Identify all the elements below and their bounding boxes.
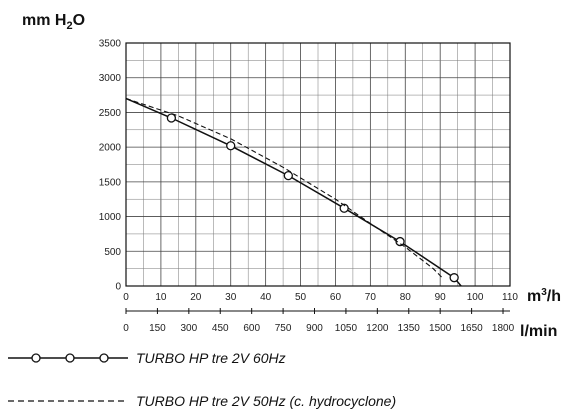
x-axis-unit-secondary: l/min (520, 323, 557, 340)
x-secondary-tick-label: 300 (180, 323, 197, 334)
x-secondary-tick-label: 900 (306, 323, 323, 334)
x-tick-label: 60 (330, 292, 342, 303)
series-marker-60hz (449, 273, 459, 283)
x-secondary-tick-label: 1650 (460, 323, 483, 334)
x-tick-label: 0 (123, 292, 129, 303)
x-secondary-tick-label: 1050 (335, 323, 358, 334)
y-tick-label: 1000 (99, 212, 122, 223)
x-tick-label: 100 (467, 292, 484, 303)
x-tick-label: 20 (190, 292, 202, 303)
y-tick-label: 2000 (99, 143, 122, 154)
x-secondary-tick-label: 1350 (398, 323, 421, 334)
x-tick-label: 10 (155, 292, 167, 303)
x-secondary-tick-label: 1500 (429, 323, 452, 334)
x-secondary-tick-label: 450 (212, 323, 229, 334)
x-tick-label: 80 (400, 292, 412, 303)
y-tick-label: 3000 (99, 73, 122, 84)
legend-label-60hz: TURBO HP tre 2V 60Hz (136, 350, 286, 366)
legend-marker-60hz (99, 353, 109, 363)
grid (125, 42, 511, 287)
y-axis-label: mm H2O (22, 12, 85, 32)
x-secondary-tick-label: 1800 (492, 323, 515, 334)
y-tick-label: 1500 (99, 177, 122, 188)
legend-marker-60hz (31, 353, 41, 363)
x-secondary-tick-label: 750 (275, 323, 292, 334)
legend: TURBO HP tre 2V 60Hz TURBO HP tre 2V 50Hz… (8, 350, 396, 409)
secondary-x-axis (125, 308, 510, 314)
x-tick-label: 90 (435, 292, 447, 303)
x-tick-label: 50 (295, 292, 307, 303)
x-tick-label: 30 (225, 292, 237, 303)
y-tick-label: 3500 (99, 39, 122, 50)
y-tick-label: 2500 (99, 108, 122, 119)
y-tick-label: 0 (115, 282, 121, 293)
x-secondary-tick-label: 1200 (366, 323, 389, 334)
axis-units: mm H2O m3/h l/min (22, 12, 561, 340)
series-line-50hz (125, 97, 445, 280)
legend-marker-60hz (65, 353, 75, 363)
x-secondary-tick-label: 150 (149, 323, 166, 334)
x-tick-label: 110 (502, 292, 518, 303)
x-axis-unit-primary: m3/h (527, 287, 561, 305)
series-marker-60hz (395, 236, 405, 247)
x-secondary-tick-label: 600 (243, 323, 260, 334)
plot-frame (125, 42, 511, 287)
x-tick-label: 70 (365, 292, 377, 303)
series-line-60hz (125, 97, 462, 287)
legend-label-50hz: TURBO HP tre 2V 50Hz (c. hydrocyclone) (136, 393, 396, 409)
series-marker-60hz (166, 113, 177, 123)
series-marker-60hz (283, 170, 293, 181)
x-tick-label: 40 (260, 292, 272, 303)
series-layer (125, 97, 462, 287)
x-secondary-tick-label: 0 (123, 323, 129, 334)
y-tick-label: 500 (104, 247, 121, 258)
series-marker-60hz (226, 141, 236, 151)
